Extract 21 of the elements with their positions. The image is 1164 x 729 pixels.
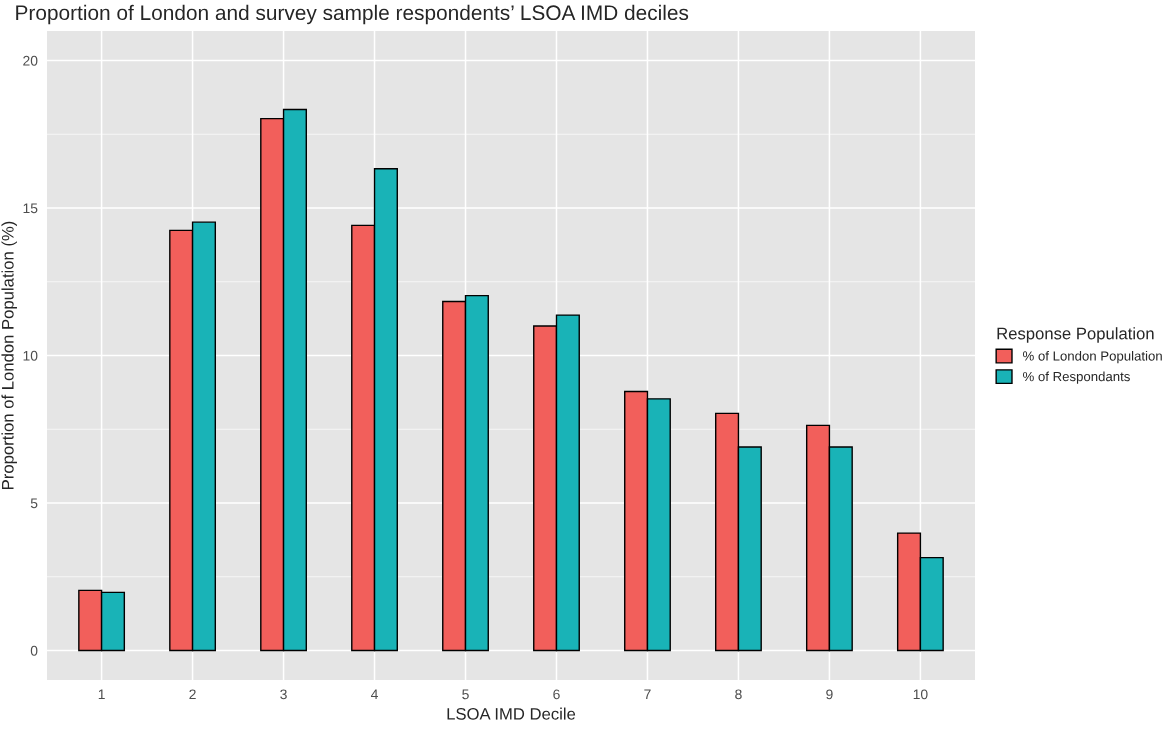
legend-label: % of London Population <box>1023 350 1162 364</box>
x-tick-label: 8 <box>735 689 742 700</box>
legend-label: % of Respondants <box>1023 371 1130 384</box>
x-tick-label: 3 <box>280 689 287 700</box>
x-tick-label: 7 <box>644 689 651 700</box>
y-tick-label: 10 <box>23 350 38 361</box>
x-tick-label: 9 <box>826 689 833 700</box>
x-tick-label: 6 <box>553 689 560 700</box>
y-tick-label: 20 <box>23 55 38 66</box>
y-tick-label: 0 <box>30 645 38 656</box>
x-tick-label: 10 <box>913 689 928 700</box>
y-tick-label: 15 <box>23 203 38 214</box>
y-axis-title: Proportion of London Population (%) <box>1 221 17 489</box>
x-axis-title: LSOA IMD Decile <box>447 707 576 720</box>
y-tick-label: 5 <box>30 498 38 509</box>
x-tick-label: 5 <box>462 689 469 700</box>
legend-title: Response Population <box>997 327 1154 343</box>
chart-title: Proportion of London and survey sample respondents’ LSOA IMD deciles <box>16 4 689 25</box>
x-tick-label: 1 <box>98 689 105 700</box>
x-tick-label: 2 <box>189 689 196 700</box>
x-tick-label: 4 <box>370 689 378 700</box>
